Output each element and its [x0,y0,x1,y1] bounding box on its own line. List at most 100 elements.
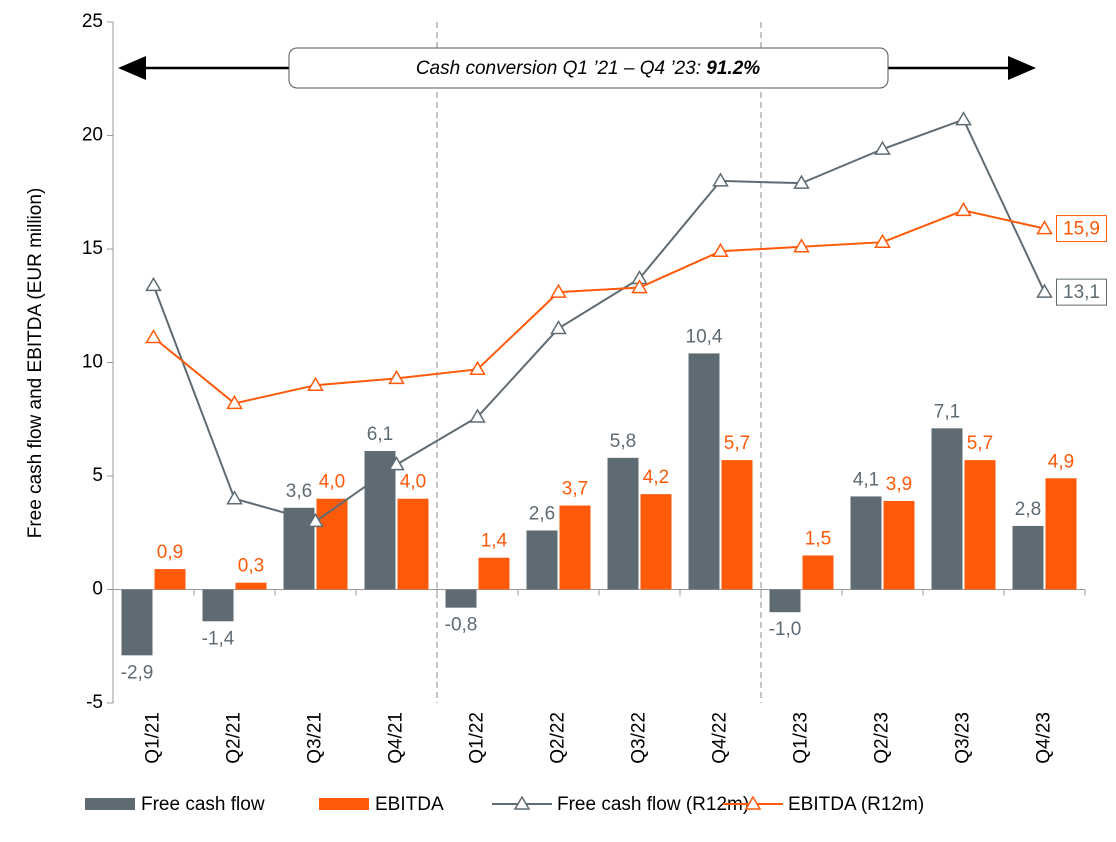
legend-marker [744,795,762,810]
legend-label: Free cash flow [141,794,265,815]
marker [226,394,243,410]
bar [850,496,882,590]
data-label: 10,4 [686,326,723,347]
data-label: 4,1 [853,469,879,490]
label-box [1056,215,1107,243]
bar [526,530,558,590]
data-label: 4,0 [400,472,426,493]
x-tick-label: Q2/23 [872,712,893,764]
y-tick-label: 0 [92,579,103,600]
marker [388,369,405,385]
data-label: 15,9 [1063,219,1100,240]
bar [964,460,996,590]
bar [559,505,591,590]
x-tick-label: Q3/23 [953,712,974,764]
label-box [1056,278,1107,306]
y-axis-label: Free cash flow and EBITDA (EUR million) [25,188,46,539]
data-label: 5,8 [610,431,636,452]
bar [445,589,477,608]
data-label: 0,3 [238,556,264,577]
marker [550,319,567,335]
legend-label: EBITDA (R12m) [788,794,924,815]
bar [1012,525,1044,590]
x-tick-label: Q2/22 [548,712,569,764]
marker [307,376,324,391]
marker [793,238,810,253]
y-tick-label: 15 [82,238,103,259]
y-tick-label: 25 [82,11,103,32]
annotation: Cash conversion Q1 ’21 – Q4 ’23: 91.2% [416,58,760,79]
bar [607,457,639,590]
data-label: 6,1 [367,424,393,445]
marker [226,490,243,505]
bar [721,460,753,590]
data-label: 0,9 [157,542,183,563]
line [152,209,1045,405]
y-tick-label: -5 [86,692,103,713]
data-label: 2,6 [529,503,555,524]
x-tick-label: Q1/22 [467,712,488,764]
arrow-head [118,56,146,80]
marker [1036,220,1053,235]
legend-marker [513,795,531,810]
legend-swatch [319,798,369,810]
y-tick-label: 20 [82,125,103,146]
y-tick-label: 10 [82,352,103,373]
bar [283,507,315,590]
x-tick-label: Q1/23 [791,712,812,764]
x-tick-label: Q3/22 [629,712,650,764]
data-label: 2,8 [1015,499,1041,520]
data-label: 5,7 [724,433,750,454]
bar [931,428,963,590]
data-label: 3,9 [886,474,912,495]
arrow-head [1008,56,1036,80]
data-label: 3,7 [562,479,588,500]
x-tick-label: Q1/21 [143,712,164,764]
marker [712,242,729,258]
data-label: -1,0 [769,619,802,640]
data-label: 1,5 [805,528,831,549]
x-tick-label: Q4/23 [1034,712,1055,764]
marker [793,174,810,189]
marker [874,233,891,248]
line [152,118,1046,523]
marker [145,276,162,292]
bar [202,589,234,622]
bar [1045,478,1077,590]
marker [955,111,972,126]
data-label: 4,0 [319,472,345,493]
data-label: 4,2 [643,467,669,488]
bar [121,589,153,656]
bar [883,500,915,590]
marker [712,172,729,187]
marker [469,408,486,423]
legend-swatch [85,798,135,810]
marker [388,456,405,471]
bar [235,582,267,590]
marker [874,140,891,155]
bar [364,451,396,590]
annotation-box [288,47,889,89]
data-label: -2,9 [121,662,154,683]
marker [145,329,162,344]
bar [154,569,186,590]
legend-label: Free cash flow (R12m) [557,794,749,815]
data-label: 3,6 [286,481,312,502]
bar [640,494,672,590]
data-label: 4,9 [1048,451,1074,472]
bar [802,555,834,590]
annotation-text: Cash conversion Q1 ’21 – Q4 ’23: [416,58,701,79]
data-label: -1,4 [202,628,235,649]
data-label: 1,4 [481,531,508,552]
marker [550,283,567,298]
marker [469,360,486,376]
annotation-value: 91.2% [706,58,760,79]
bar [316,498,348,590]
x-tick-label: Q3/21 [305,712,326,764]
bar [769,589,801,613]
data-label: 7,1 [934,401,960,422]
x-tick-label: Q2/21 [224,712,245,764]
bar [688,353,720,590]
marker [955,201,972,217]
